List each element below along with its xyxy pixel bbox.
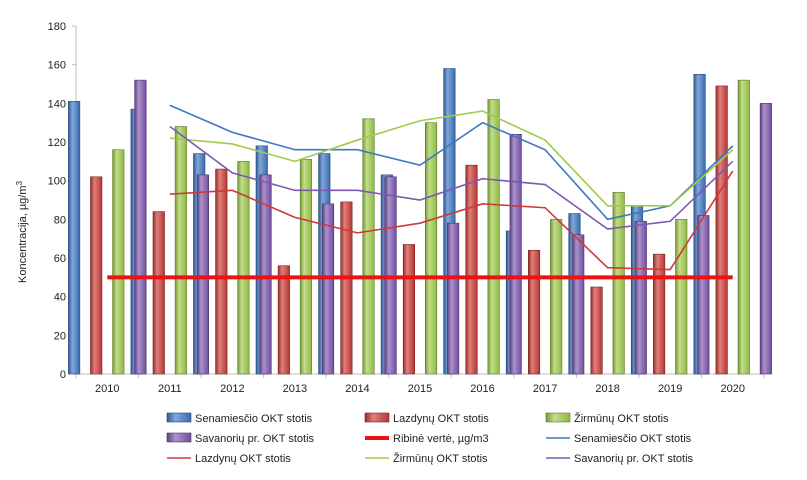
x-tick-label: 2017 bbox=[533, 383, 557, 395]
y-tick-label: 0 bbox=[60, 369, 66, 381]
bar bbox=[322, 203, 335, 375]
legend: Senamiesčio OKT stotis Lazdynų OKT stotis… bbox=[166, 412, 694, 465]
legend-label: Lazdynų OKT stotis bbox=[393, 413, 489, 425]
bar bbox=[215, 168, 228, 375]
legend-label: Ribinė vertė, µg/m3 bbox=[393, 433, 489, 445]
legend-label: Savanorių pr. OKT stotis bbox=[574, 453, 694, 465]
legend-swatch bbox=[545, 412, 571, 423]
bar bbox=[196, 174, 210, 375]
legend-label: Žirmūnų OKT stotis bbox=[574, 412, 669, 425]
y-tick-label: 100 bbox=[48, 176, 66, 188]
x-tick-label: 2013 bbox=[283, 383, 307, 395]
bar bbox=[737, 79, 750, 375]
bar bbox=[299, 159, 313, 375]
x-tick-label: 2015 bbox=[408, 383, 432, 395]
y-tick-label: 160 bbox=[48, 60, 66, 72]
bar bbox=[550, 219, 563, 375]
legend-swatch bbox=[166, 432, 192, 443]
bar bbox=[402, 244, 416, 375]
trend-line bbox=[169, 104, 734, 221]
y-tick-label: 180 bbox=[48, 21, 66, 33]
y-tick-label: 40 bbox=[54, 292, 66, 304]
bar bbox=[715, 85, 728, 375]
y-tick-label: 60 bbox=[54, 253, 66, 265]
bar bbox=[590, 286, 603, 375]
trend-line bbox=[169, 170, 734, 271]
x-tick-label: 2020 bbox=[720, 383, 744, 395]
bar bbox=[447, 222, 460, 375]
x-tick-label: 2011 bbox=[158, 383, 182, 395]
bar bbox=[675, 219, 688, 375]
bar bbox=[759, 103, 772, 375]
bar bbox=[340, 201, 353, 375]
trend-line bbox=[169, 125, 734, 230]
bar bbox=[653, 253, 666, 375]
bar bbox=[572, 234, 585, 375]
legend-label: Žirmūnų OKT stotis bbox=[393, 452, 488, 465]
bar bbox=[612, 191, 625, 375]
bar bbox=[112, 149, 125, 375]
y-axis-label: Koncentracija, µg/m3 bbox=[15, 181, 29, 283]
x-tick-label: 2010 bbox=[95, 383, 119, 395]
tick-labels: 0 20 40 60 80 100 120 140 160 180 2010 2011 2012 2013… bbox=[48, 21, 745, 395]
legend-label: Lazdynų OKT stotis bbox=[195, 453, 291, 465]
x-tick-label: 2018 bbox=[595, 383, 619, 395]
x-tick-label: 2012 bbox=[220, 383, 244, 395]
y-tick-label: 20 bbox=[54, 330, 66, 342]
bar bbox=[509, 133, 522, 375]
legend-swatch bbox=[364, 412, 390, 423]
x-tick-label: 2014 bbox=[345, 383, 369, 395]
x-tick-label: 2016 bbox=[470, 383, 494, 395]
bar bbox=[487, 99, 500, 375]
bar bbox=[90, 176, 103, 375]
legend-label: Senamiesčio OKT stotis bbox=[574, 433, 692, 445]
bar bbox=[362, 118, 375, 375]
bar bbox=[134, 79, 147, 375]
bar bbox=[697, 215, 710, 375]
trend-line bbox=[169, 110, 734, 207]
legend-label: Senamiesčio OKT stotis bbox=[195, 413, 313, 425]
bar bbox=[527, 249, 541, 375]
bar bbox=[465, 164, 478, 375]
bar bbox=[237, 161, 250, 375]
y-tick-label: 80 bbox=[54, 214, 66, 226]
legend-swatch bbox=[166, 412, 192, 423]
bar bbox=[277, 265, 290, 375]
bar bbox=[424, 122, 438, 375]
bar bbox=[152, 211, 165, 375]
x-tick-label: 2019 bbox=[658, 383, 682, 395]
legend-label: Savanorių pr. OKT stotis bbox=[195, 433, 315, 445]
bar bbox=[634, 220, 647, 375]
bar bbox=[68, 101, 81, 375]
trend-lines bbox=[169, 104, 734, 271]
y-tick-label: 140 bbox=[48, 98, 66, 110]
bar bbox=[259, 174, 272, 375]
y-tick-label: 120 bbox=[48, 137, 66, 149]
bar bbox=[174, 126, 187, 375]
